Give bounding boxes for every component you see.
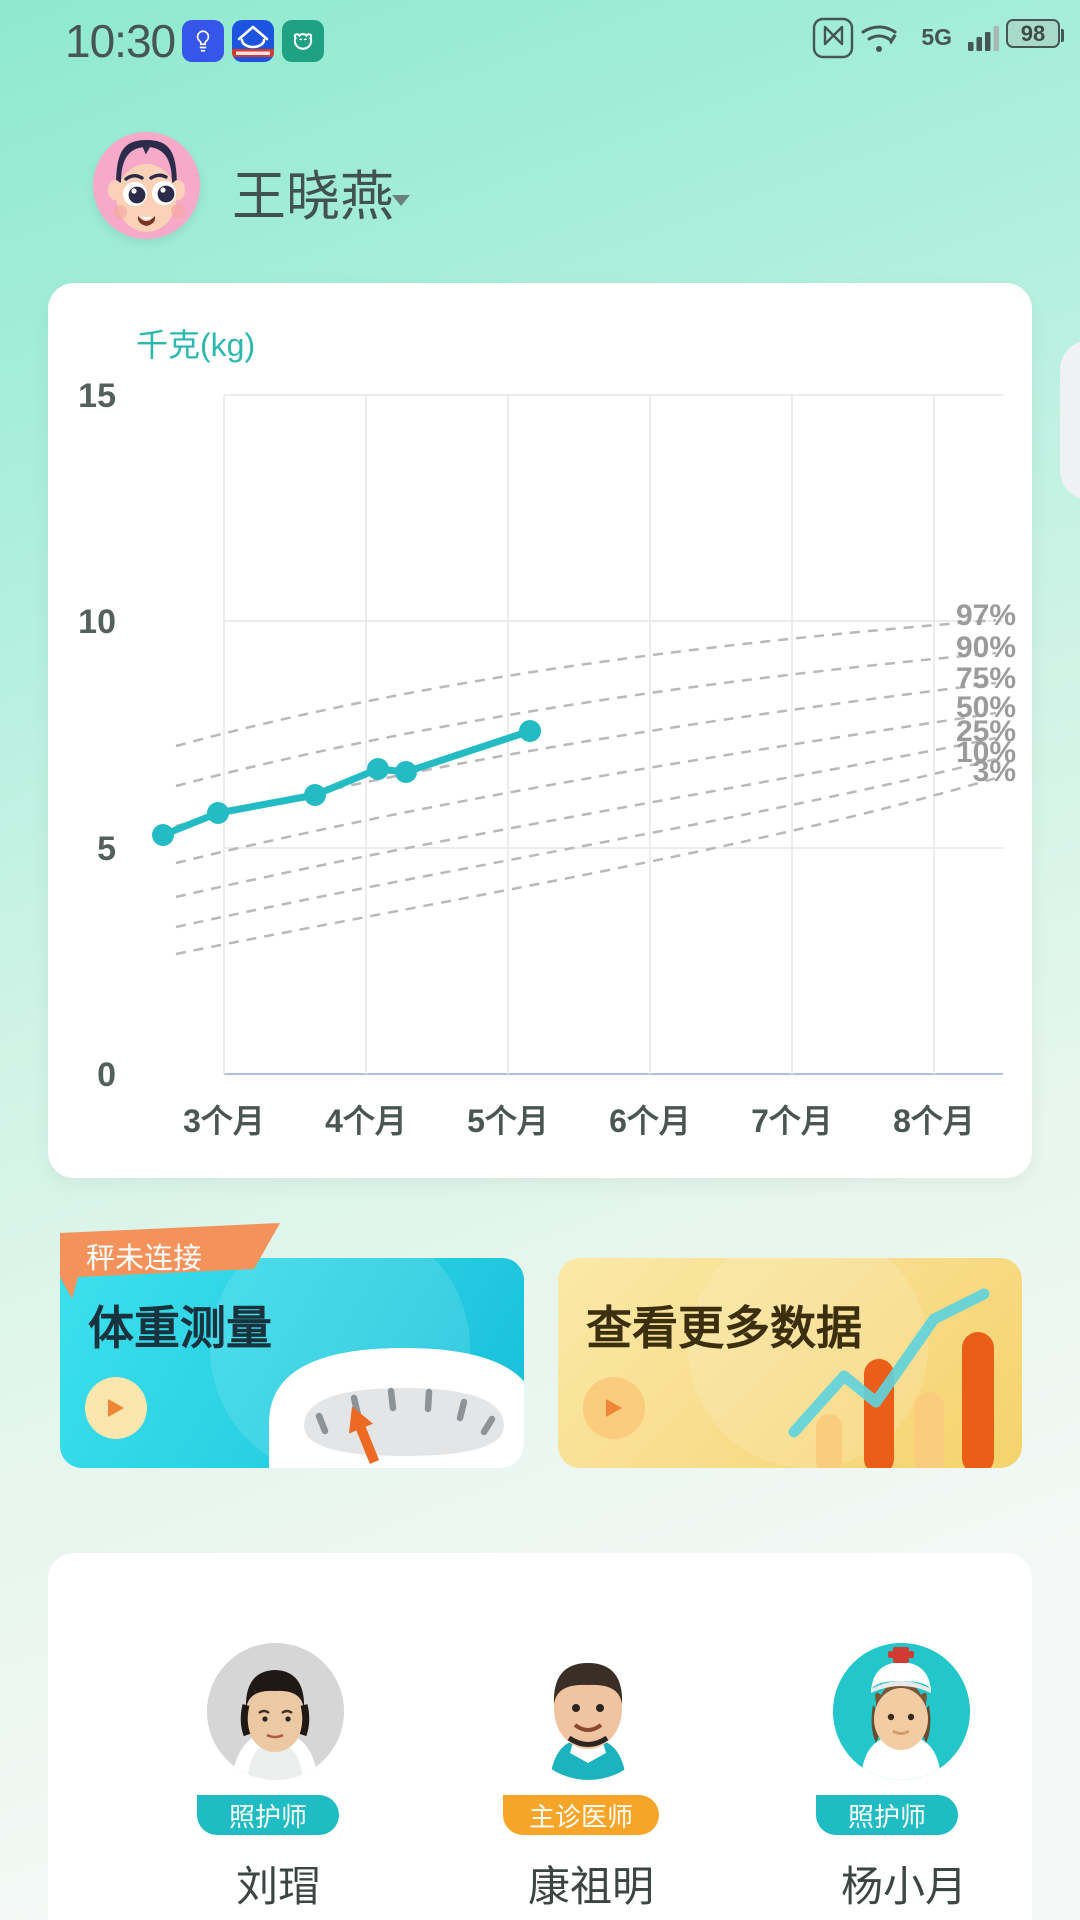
svg-text:6个月: 6个月 [609,1103,691,1139]
svg-text:5个月: 5个月 [467,1103,549,1139]
svg-text:3个月: 3个月 [183,1103,265,1139]
svg-text:0: 0 [97,1056,116,1094]
svg-text:15: 15 [78,377,116,415]
svg-text:7个月: 7个月 [751,1103,833,1139]
svg-text:3%: 3% [973,755,1016,788]
svg-text:90%: 90% [956,631,1016,664]
svg-text:10: 10 [78,603,116,641]
svg-text:4个月: 4个月 [325,1103,407,1139]
svg-text:8个月: 8个月 [893,1103,975,1139]
svg-text:5: 5 [97,830,116,868]
svg-text:97%: 97% [956,599,1016,632]
